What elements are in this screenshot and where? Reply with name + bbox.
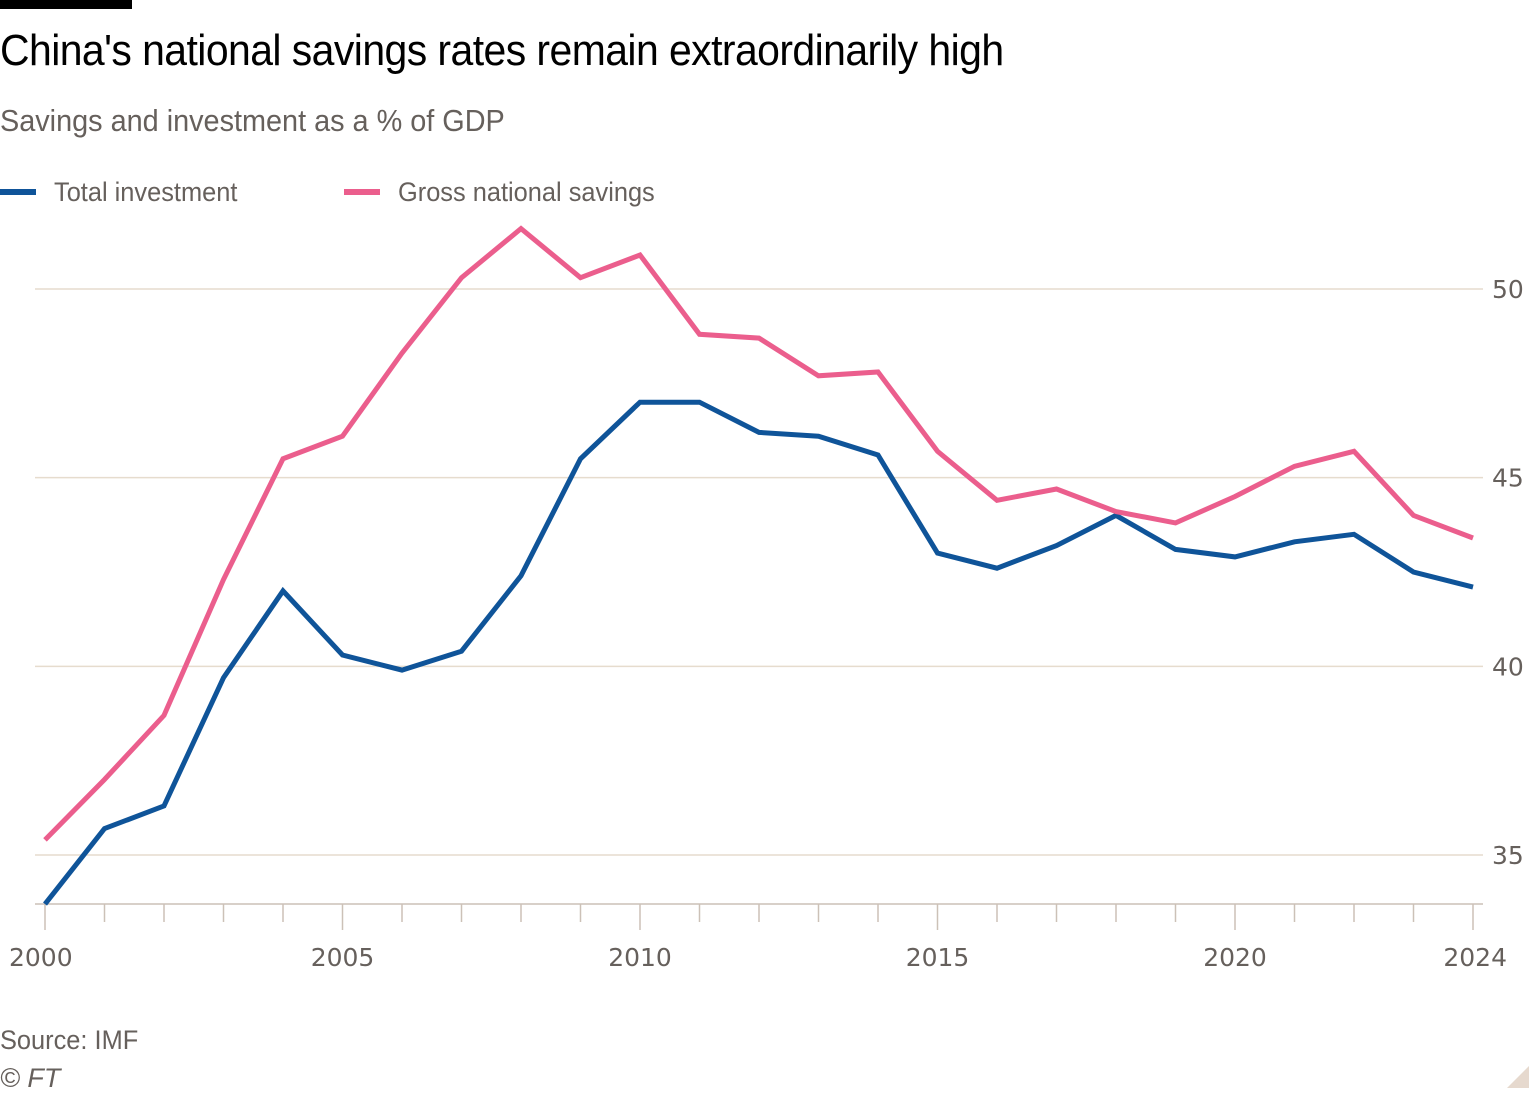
chart-title: China's national savings rates remain ex… — [0, 26, 1004, 75]
x-tick-label: 2020 — [1203, 943, 1267, 972]
x-axis: 2000 2005 2010 2015 2020 2024 — [9, 903, 1507, 972]
gridlines — [35, 288, 1483, 856]
legend-swatch-total-investment — [0, 189, 36, 195]
y-tick-label: 40 — [1492, 652, 1524, 681]
y-tick-label: 35 — [1492, 841, 1524, 870]
legend-label: Gross national savings — [398, 176, 655, 207]
legend-label: Total investment — [54, 176, 238, 207]
x-tick-label: 2015 — [906, 943, 970, 972]
legend-swatch-gross-national-savings — [344, 189, 380, 195]
legend-item-total-investment: Total investment — [0, 172, 249, 212]
x-tick-label: 2005 — [311, 943, 375, 972]
corner-mark-icon — [1507, 1066, 1529, 1088]
brand-bar — [0, 0, 132, 9]
copyright: © FT — [0, 1063, 61, 1093]
source-note: Source: IMF — [0, 1025, 139, 1055]
y-tick-label: 50 — [1492, 275, 1524, 304]
legend-item-gross-national-savings: Gross national savings — [344, 172, 671, 212]
y-axis: 35 40 45 50 — [1492, 275, 1524, 870]
x-tick-label: 2000 — [9, 943, 73, 972]
y-tick-label: 45 — [1492, 464, 1524, 493]
x-tick-label: 2024 — [1443, 943, 1507, 972]
series-line-gross-national-savings — [43, 225, 1474, 842]
series-lines — [43, 225, 1474, 906]
line-chart: 2000 2005 2010 2015 2020 2024 35 40 45 50 — [9, 225, 1524, 972]
x-tick-label: 2010 — [608, 943, 672, 972]
chart-subtitle: Savings and investment as a % of GDP — [0, 103, 505, 138]
